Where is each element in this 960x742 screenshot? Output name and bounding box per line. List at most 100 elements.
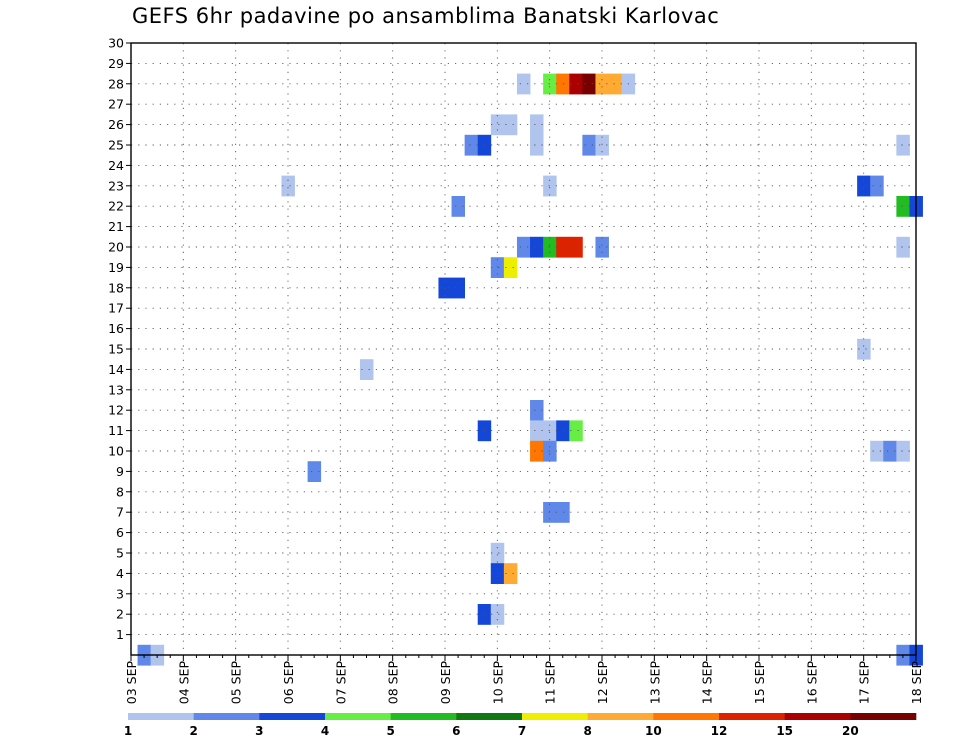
heatmap-cell: [281, 175, 295, 197]
heatmap-cell: [530, 236, 544, 258]
x-tick-label: 09 SEP: [438, 661, 453, 705]
heatmap-cell: [569, 236, 583, 258]
y-tick-label: 23: [108, 178, 124, 193]
y-tick-label: 13: [108, 382, 124, 397]
y-tick-label: 3: [116, 586, 124, 601]
legend-swatch: [390, 713, 457, 720]
y-tick-label: 22: [108, 199, 124, 214]
x-tick-label: 17 SEP: [857, 661, 872, 705]
y-tick-label: 18: [108, 280, 124, 295]
heatmap-cell: [556, 502, 570, 523]
heatmap-cell: [359, 359, 374, 380]
heatmap-cell: [543, 502, 557, 523]
heatmap-cell: [595, 73, 609, 95]
y-tick-label: 5: [116, 546, 124, 561]
legend-swatch: [522, 713, 588, 720]
heatmap-cell: [857, 338, 871, 360]
heatmap-cell: [530, 420, 544, 442]
y-tick-label: 16: [108, 321, 124, 336]
x-tick-label: 11 SEP: [543, 661, 558, 705]
heatmap-cell: [490, 542, 505, 564]
y-tick-label: 7: [116, 505, 124, 520]
y-tick-label: 24: [108, 158, 124, 173]
heatmap-cell: [451, 196, 466, 217]
legend-swatch: [259, 713, 326, 720]
heatmap-cell: [530, 114, 544, 136]
legend-label: 10: [645, 724, 662, 738]
legend-swatch: [128, 713, 194, 720]
heatmap-cell: [451, 277, 466, 299]
legend-label: 8: [583, 724, 591, 738]
legend-label: 15: [776, 724, 793, 738]
x-tick-label: 08 SEP: [386, 661, 401, 705]
heatmap-cell: [503, 257, 518, 278]
heatmap-cell: [516, 236, 531, 258]
heatmap-cell: [870, 440, 884, 462]
heatmap-cell: [543, 440, 557, 462]
heatmap-cell: [490, 604, 505, 625]
y-tick-label: 15: [108, 342, 124, 357]
legend-swatch: [193, 713, 260, 720]
legend-swatch: [325, 713, 391, 720]
heatmap-cell: [896, 134, 910, 156]
legend-label: 20: [842, 724, 859, 738]
y-tick-label: 2: [116, 607, 124, 622]
heatmap-cell: [556, 236, 570, 258]
y-tick-label: 1: [116, 627, 124, 642]
plot-frame: [130, 42, 917, 656]
y-tick-label: 6: [116, 525, 124, 540]
y-tick-label: 20: [108, 240, 124, 255]
heatmap-cell: [896, 236, 910, 258]
legend-label: 5: [386, 724, 394, 738]
legend-swatch: [456, 713, 523, 720]
x-tick-label: 13 SEP: [647, 661, 662, 705]
y-tick-label: 11: [108, 423, 124, 438]
heatmap-cell: [530, 400, 544, 421]
heatmap-cell: [569, 73, 583, 95]
x-tick-label: 15 SEP: [752, 661, 767, 705]
x-tick-label: 12 SEP: [595, 661, 610, 705]
legend-label: 2: [189, 724, 197, 738]
heatmap-cell: [503, 114, 518, 136]
heatmap-cell: [503, 563, 518, 584]
y-tick-label: 30: [108, 36, 124, 51]
heatmap-cell: [490, 563, 505, 584]
heatmap-cell: [582, 134, 596, 156]
y-tick-label: 26: [108, 117, 124, 132]
y-tick-label: 29: [108, 56, 124, 71]
x-tick-label: 16 SEP: [804, 661, 819, 705]
y-tick-label: 28: [108, 76, 124, 91]
legend-swatch: [653, 713, 720, 720]
heatmap-cell: [883, 440, 897, 462]
heatmap-cell: [595, 134, 609, 156]
x-tick-label: 03 SEP: [124, 661, 139, 705]
heatmap-cell: [307, 461, 322, 482]
heatmap-cell: [556, 73, 570, 95]
legend-swatch: [587, 713, 654, 720]
heatmap-cell: [490, 257, 505, 278]
heatmap-cell: [896, 440, 910, 462]
legend-label: 4: [321, 724, 329, 738]
legend-label: 6: [452, 724, 460, 738]
x-axis: 03 SEP 04 SEP 05 SEP 06 SEP 07 SEP 08 SEP 09 S…: [124, 655, 924, 704]
legend-swatch: [784, 713, 851, 720]
y-tick-label: 4: [116, 566, 124, 581]
y-tick-label: 8: [116, 484, 124, 499]
heatmap-cell: [543, 236, 557, 258]
x-tick-label: 04 SEP: [176, 661, 191, 705]
cells-layer: [137, 73, 923, 666]
legend-label: 7: [518, 724, 526, 738]
y-tick-label: 17: [108, 301, 124, 316]
heatmap-cell: [543, 175, 557, 197]
heatmap-cell: [543, 73, 557, 95]
heatmap-cell: [516, 73, 531, 95]
y-axis: 1234567891011121314151617181920212223242…: [108, 36, 131, 642]
grid-layer: [130, 42, 917, 655]
y-tick-label: 9: [116, 464, 124, 479]
y-tick-label: 21: [108, 219, 124, 234]
legend-label: 3: [255, 724, 263, 738]
heatmap-cell: [582, 73, 596, 95]
x-tick-label: 18 SEP: [909, 661, 924, 705]
heatmap-cell: [530, 440, 544, 462]
